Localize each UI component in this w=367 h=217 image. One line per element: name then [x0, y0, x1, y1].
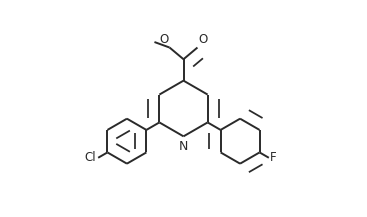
Text: O: O: [160, 33, 169, 46]
Text: N: N: [179, 140, 188, 153]
Text: Cl: Cl: [85, 151, 97, 164]
Text: F: F: [270, 151, 277, 164]
Text: O: O: [198, 33, 207, 46]
